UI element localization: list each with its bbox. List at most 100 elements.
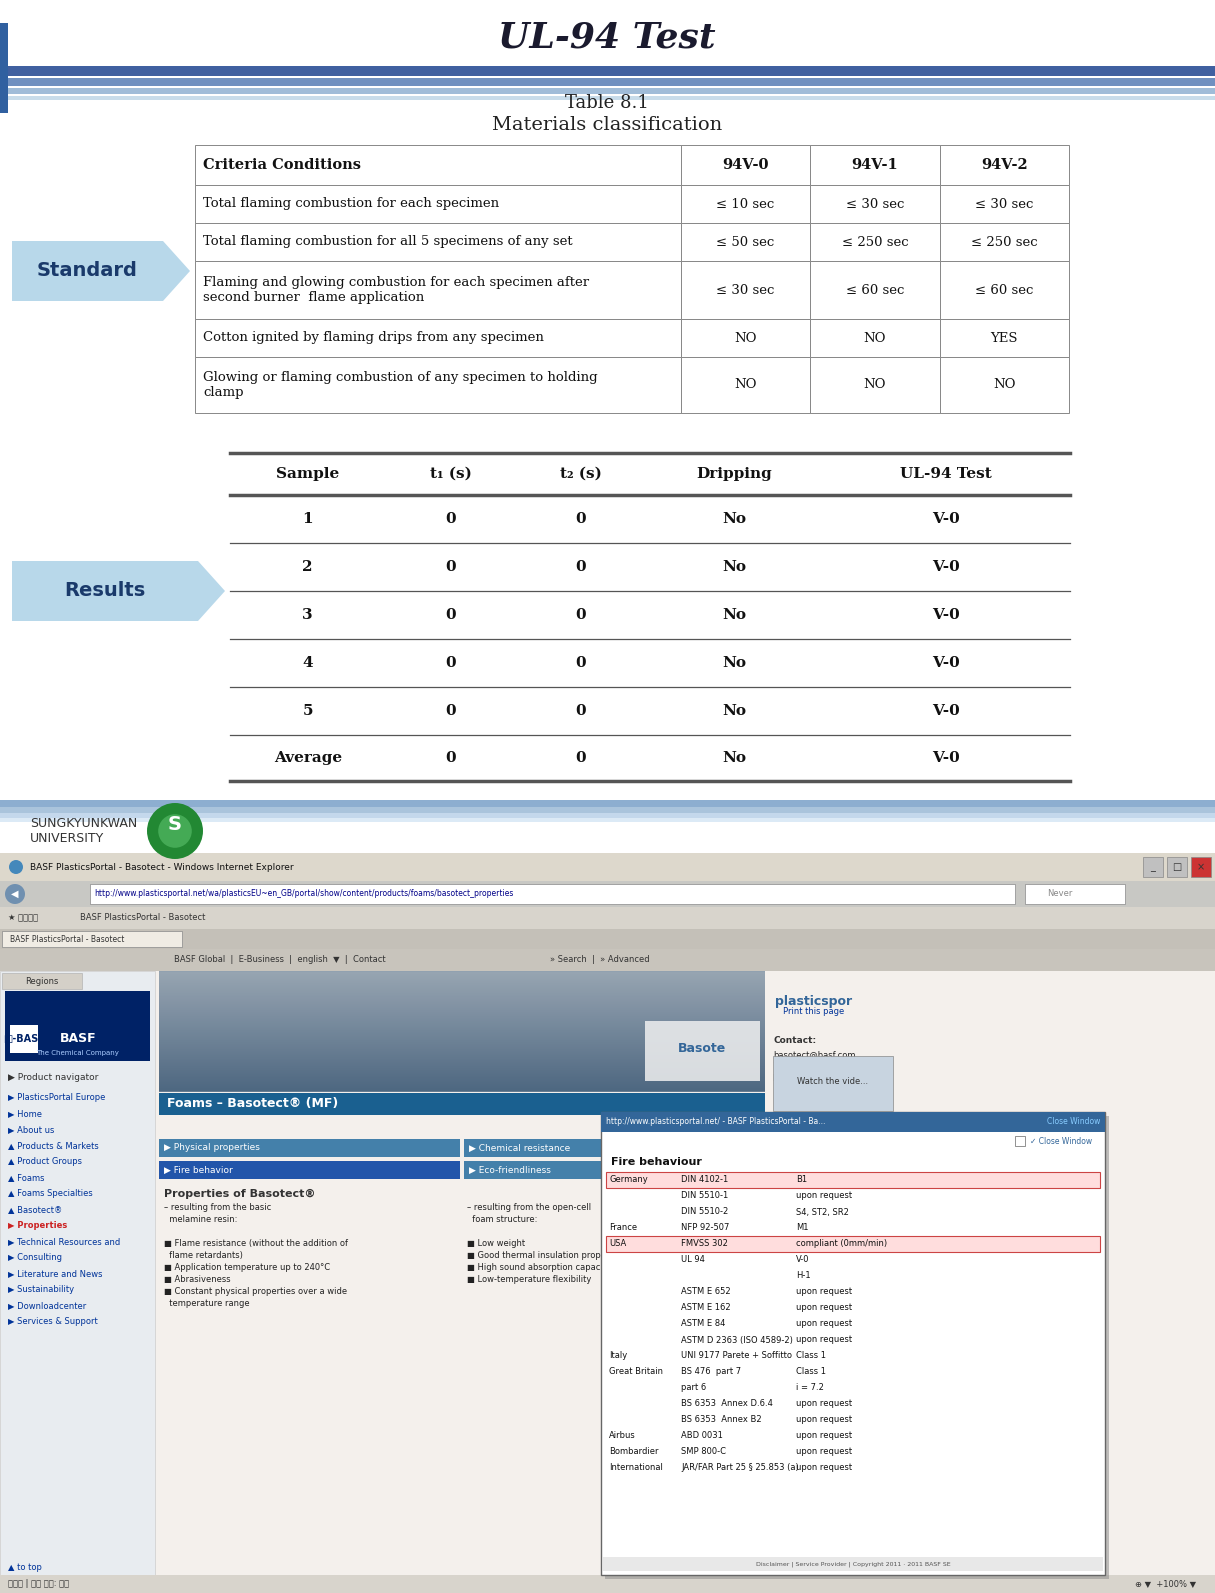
Bar — [2, 973, 81, 989]
Text: YES: YES — [990, 331, 1018, 344]
Circle shape — [158, 814, 192, 847]
Bar — [606, 1236, 1100, 1252]
Text: ▶ PlasticsPortal Europe: ▶ PlasticsPortal Europe — [9, 1093, 106, 1102]
Text: SMP 800-C: SMP 800-C — [680, 1448, 727, 1456]
Text: 0: 0 — [576, 511, 586, 526]
Bar — [0, 881, 1215, 906]
Bar — [0, 812, 1215, 817]
Bar — [680, 261, 810, 319]
Text: Germany: Germany — [609, 1176, 648, 1185]
Text: No: No — [722, 609, 746, 621]
Text: ✓ Close Window: ✓ Close Window — [1030, 1136, 1092, 1145]
Circle shape — [5, 884, 26, 903]
Text: ▶ Fire behavior: ▶ Fire behavior — [164, 1166, 233, 1174]
Text: Basotect®: Basotect® — [804, 1125, 861, 1134]
Text: 인터넷 | 보호 모드: 해제: 인터넷 | 보호 모드: 해제 — [9, 1580, 69, 1588]
Text: upon request: upon request — [796, 1335, 852, 1344]
Text: basotect@basf.com: basotect@basf.com — [773, 1050, 855, 1059]
Bar — [2, 930, 182, 946]
Text: Total flaming combustion for all 5 specimens of any set: Total flaming combustion for all 5 speci… — [203, 236, 572, 249]
Text: plasticspor: plasticspor — [775, 994, 852, 1007]
Text: 0: 0 — [576, 704, 586, 718]
Bar — [810, 357, 939, 413]
Text: Criteria Conditions: Criteria Conditions — [203, 158, 361, 172]
Polygon shape — [12, 241, 190, 301]
Bar — [773, 1117, 893, 1141]
Bar — [5, 991, 149, 1061]
Text: ASTM E 652: ASTM E 652 — [680, 1287, 730, 1297]
Bar — [680, 145, 810, 185]
Text: ASTM D 2363 (ISO 4589-2): ASTM D 2363 (ISO 4589-2) — [680, 1335, 793, 1344]
Text: Basotect® Podcast: Basotect® Podcast — [785, 1157, 882, 1166]
Bar — [601, 1112, 1104, 1133]
Bar — [159, 972, 765, 1091]
Bar — [9, 88, 1215, 94]
Text: 94V-1: 94V-1 — [852, 158, 898, 172]
Text: BS 6353  Annex B2: BS 6353 Annex B2 — [680, 1416, 762, 1424]
Text: ▲ to top: ▲ to top — [9, 1563, 41, 1572]
Bar — [810, 319, 939, 357]
Bar — [773, 1056, 893, 1110]
Text: BASF: BASF — [60, 1032, 96, 1045]
Bar — [1166, 857, 1187, 878]
Text: ≤ 60 sec: ≤ 60 sec — [976, 284, 1034, 296]
Text: 0: 0 — [576, 561, 586, 573]
Bar — [1191, 857, 1211, 878]
Text: upon request: upon request — [796, 1319, 852, 1329]
Text: NO: NO — [734, 331, 757, 344]
Bar — [605, 1117, 1109, 1579]
Text: □: □ — [1172, 862, 1182, 871]
Text: Average: Average — [273, 750, 341, 765]
Bar — [0, 972, 156, 1575]
Text: ⊕ ▼  +100% ▼: ⊕ ▼ +100% ▼ — [1135, 1580, 1196, 1588]
Text: Windows Media Player: Windows Media Player — [790, 1185, 876, 1195]
Text: ▶ Downloadcenter: ▶ Downloadcenter — [9, 1301, 86, 1309]
Text: NFP 92-507: NFP 92-507 — [680, 1223, 729, 1233]
Bar — [464, 1161, 765, 1179]
Text: BASF PlasticsPortal - Basotect - Windows Internet Explorer: BASF PlasticsPortal - Basotect - Windows… — [30, 862, 294, 871]
Text: upon request: upon request — [796, 1432, 852, 1440]
Text: upon request: upon request — [796, 1303, 852, 1313]
Bar — [601, 1112, 1104, 1575]
Text: Materials classification: Materials classification — [492, 116, 722, 134]
Text: 94V-2: 94V-2 — [981, 158, 1028, 172]
Text: http://www.plasticsportal.net/wa/plasticsEU~en_GB/portal/show/content/products/f: http://www.plasticsportal.net/wa/plastic… — [94, 889, 514, 898]
Text: Basote: Basote — [678, 1042, 727, 1056]
Text: UNI 9177 Parete + Soffitto: UNI 9177 Parete + Soffitto — [680, 1351, 792, 1360]
Text: ■ Good thermal insulation properties: ■ Good thermal insulation properties — [467, 1251, 625, 1260]
Text: upon request: upon request — [796, 1400, 852, 1408]
Text: ▶ Physical properties: ▶ Physical properties — [164, 1144, 260, 1152]
Text: ■ Low-temperature flexibility: ■ Low-temperature flexibility — [467, 1274, 592, 1284]
Text: ≤ 250 sec: ≤ 250 sec — [842, 236, 908, 249]
Text: Results: Results — [64, 581, 146, 601]
Text: ▲ Product Groups: ▲ Product Groups — [9, 1157, 81, 1166]
Text: 3: 3 — [303, 609, 313, 621]
Text: » Search  |  » Advanced: » Search | » Advanced — [550, 956, 650, 964]
Text: NO: NO — [864, 379, 886, 392]
Bar — [194, 223, 680, 261]
Bar — [464, 1139, 765, 1157]
Text: ▶ Home: ▶ Home — [9, 1109, 43, 1118]
Text: ×: × — [1197, 862, 1205, 871]
Text: V-0: V-0 — [932, 750, 960, 765]
Text: M1: M1 — [796, 1223, 808, 1233]
Bar — [603, 1556, 1103, 1571]
Text: BASF Global  |  E-Business  |  english  ▼  |  Contact: BASF Global | E-Business | english ▼ | C… — [174, 956, 386, 964]
Text: 0: 0 — [445, 656, 456, 671]
Bar — [0, 929, 1215, 949]
Bar — [810, 145, 939, 185]
Text: UL-94 Test: UL-94 Test — [498, 21, 716, 56]
Bar — [680, 319, 810, 357]
Text: Total flaming combustion for each specimen: Total flaming combustion for each specim… — [203, 198, 499, 210]
Bar — [0, 852, 1215, 1593]
Bar — [159, 1139, 460, 1157]
Text: SUNGKYUNKWAN
UNIVERSITY: SUNGKYUNKWAN UNIVERSITY — [30, 817, 137, 844]
Text: _: _ — [1151, 862, 1155, 871]
Text: S4, ST2, SR2: S4, ST2, SR2 — [796, 1207, 849, 1217]
Circle shape — [147, 803, 203, 859]
Text: 5: 5 — [303, 704, 313, 718]
Text: No: No — [722, 511, 746, 526]
Text: Italy: Italy — [609, 1351, 627, 1360]
Bar — [1143, 857, 1163, 878]
Bar — [0, 949, 1215, 972]
